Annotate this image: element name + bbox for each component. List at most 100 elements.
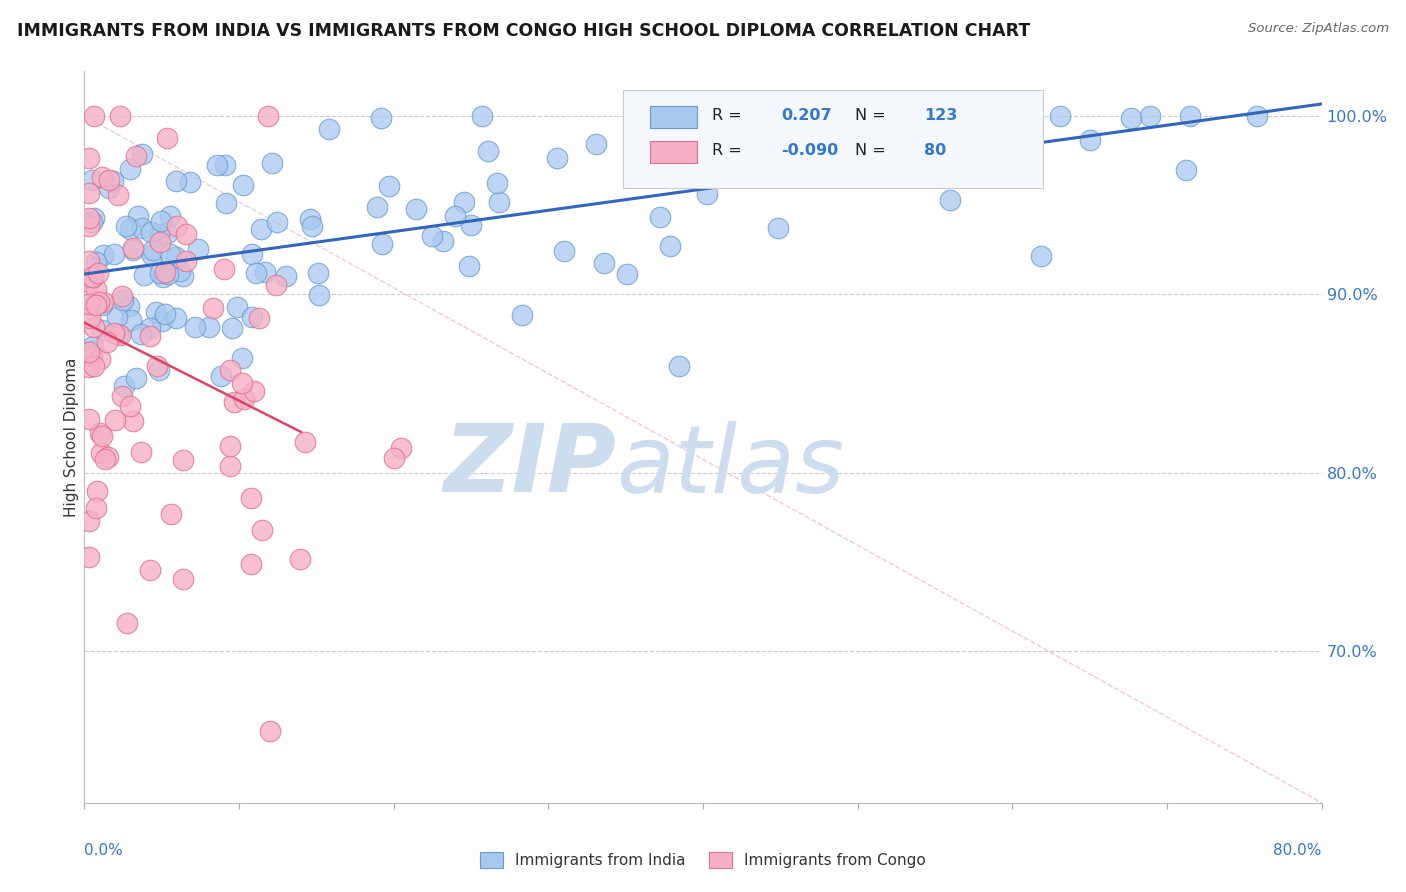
Point bbox=[80, 349, 103, 363]
Point bbox=[231, 351, 253, 365]
Point bbox=[82, 215, 104, 229]
Point bbox=[485, 176, 508, 190]
Point bbox=[111, 389, 134, 403]
Point bbox=[77, 219, 100, 233]
Point bbox=[115, 219, 138, 233]
Point bbox=[139, 563, 162, 577]
Point bbox=[77, 549, 100, 564]
Point bbox=[107, 327, 129, 342]
Point bbox=[77, 211, 100, 225]
Point bbox=[97, 450, 120, 465]
Point bbox=[1010, 145, 1032, 160]
Text: R =: R = bbox=[711, 143, 747, 158]
Point bbox=[159, 247, 181, 261]
Point bbox=[98, 181, 121, 195]
FancyBboxPatch shape bbox=[623, 90, 1043, 188]
Point bbox=[546, 151, 568, 165]
Bar bbox=[650, 141, 697, 163]
Point bbox=[77, 186, 100, 200]
Point bbox=[370, 111, 392, 125]
Point bbox=[139, 321, 162, 335]
Point bbox=[318, 122, 340, 136]
Point bbox=[77, 514, 100, 528]
Point bbox=[250, 523, 273, 537]
Point bbox=[1246, 109, 1268, 123]
Point bbox=[460, 218, 482, 232]
Text: 80: 80 bbox=[925, 143, 946, 158]
Point bbox=[616, 267, 638, 281]
Point bbox=[187, 242, 209, 256]
Point bbox=[965, 111, 987, 125]
Point bbox=[301, 219, 323, 233]
Point bbox=[148, 227, 170, 242]
Point bbox=[132, 268, 155, 282]
Point bbox=[294, 435, 316, 450]
Point bbox=[82, 338, 104, 352]
Point bbox=[1174, 163, 1197, 178]
Point bbox=[585, 136, 607, 151]
Text: -0.090: -0.090 bbox=[780, 143, 838, 158]
Point bbox=[112, 379, 135, 393]
Point bbox=[103, 326, 125, 340]
Point bbox=[141, 248, 163, 262]
Y-axis label: High School Diploma: High School Diploma bbox=[63, 358, 79, 516]
Point bbox=[98, 173, 121, 187]
Point bbox=[84, 298, 107, 312]
Point bbox=[240, 310, 263, 324]
Point bbox=[122, 243, 145, 257]
Point bbox=[120, 222, 142, 236]
Point bbox=[86, 483, 108, 498]
Point bbox=[118, 161, 141, 176]
Point bbox=[127, 209, 149, 223]
Point bbox=[218, 458, 240, 473]
Point bbox=[260, 156, 283, 170]
Point bbox=[247, 311, 270, 326]
Point bbox=[169, 263, 191, 277]
Point bbox=[156, 226, 179, 240]
Point bbox=[659, 109, 682, 123]
Point bbox=[149, 235, 172, 249]
Point bbox=[91, 294, 114, 309]
Point bbox=[214, 158, 236, 172]
Point bbox=[77, 296, 100, 310]
Point bbox=[172, 453, 194, 467]
Point bbox=[1080, 133, 1102, 147]
Point bbox=[221, 320, 243, 334]
Point bbox=[453, 195, 475, 210]
Point bbox=[118, 399, 141, 413]
Point bbox=[84, 501, 107, 516]
Point bbox=[174, 254, 197, 268]
Point bbox=[647, 166, 669, 180]
Point bbox=[104, 413, 127, 427]
Point bbox=[115, 615, 138, 630]
Point bbox=[768, 221, 790, 235]
Point bbox=[89, 425, 111, 440]
Text: 0.207: 0.207 bbox=[780, 108, 831, 123]
Point bbox=[159, 209, 181, 223]
Point bbox=[108, 109, 131, 123]
Point bbox=[146, 359, 169, 373]
Point bbox=[172, 572, 194, 586]
Point bbox=[77, 254, 100, 268]
Point bbox=[668, 359, 690, 373]
Point bbox=[122, 414, 145, 428]
Point bbox=[84, 282, 107, 296]
Point bbox=[131, 444, 153, 458]
Point bbox=[939, 193, 962, 207]
Point bbox=[91, 247, 114, 261]
Point bbox=[129, 326, 152, 341]
Point bbox=[371, 237, 394, 252]
Point bbox=[82, 173, 104, 187]
Point bbox=[150, 314, 173, 328]
Point bbox=[83, 359, 105, 373]
Text: Source: ZipAtlas.com: Source: ZipAtlas.com bbox=[1249, 22, 1389, 36]
Point bbox=[696, 187, 718, 202]
Point bbox=[1119, 111, 1142, 125]
Point bbox=[290, 552, 312, 566]
Point bbox=[122, 242, 145, 256]
Point bbox=[91, 298, 114, 312]
Point bbox=[218, 439, 240, 453]
Point bbox=[215, 196, 238, 211]
Point bbox=[176, 227, 198, 241]
Point bbox=[91, 429, 114, 443]
